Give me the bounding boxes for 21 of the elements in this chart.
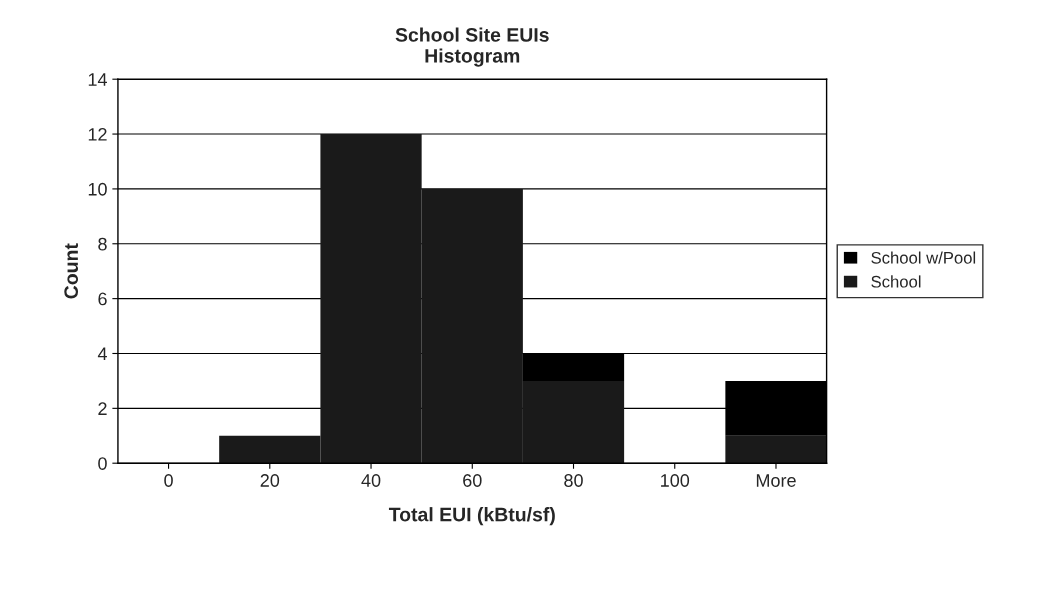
bar: [725, 435, 827, 464]
y-axis-title: Count: [64, 243, 79, 299]
y-tick-label: 0: [98, 457, 107, 470]
legend-label: School: [871, 275, 921, 288]
y-tick-label: 6: [98, 292, 107, 306]
y-tick-label: 14: [88, 73, 107, 86]
y-tick-label: 12: [88, 127, 107, 141]
chart-title: School Site EUIs Histogram: [395, 27, 549, 67]
x-tick-label: 80: [564, 474, 583, 487]
y-tick-label: 4: [97, 347, 107, 361]
x-tick-label: More: [756, 474, 796, 487]
x-axis-title: Total EUI (kBtu/sf): [388, 507, 555, 526]
x-tick-label: 100: [661, 474, 690, 487]
x-tick-label: 0: [164, 474, 173, 487]
y-tick-label: 10: [88, 182, 107, 196]
x-tick-label: 60: [463, 474, 482, 487]
x-tick-label: 40: [361, 474, 381, 487]
y-tick-label: 2: [98, 402, 107, 415]
y-tick-label: 8: [98, 237, 107, 251]
legend-label: School w/Pool: [871, 251, 976, 264]
x-tick-label: 20: [260, 474, 280, 487]
